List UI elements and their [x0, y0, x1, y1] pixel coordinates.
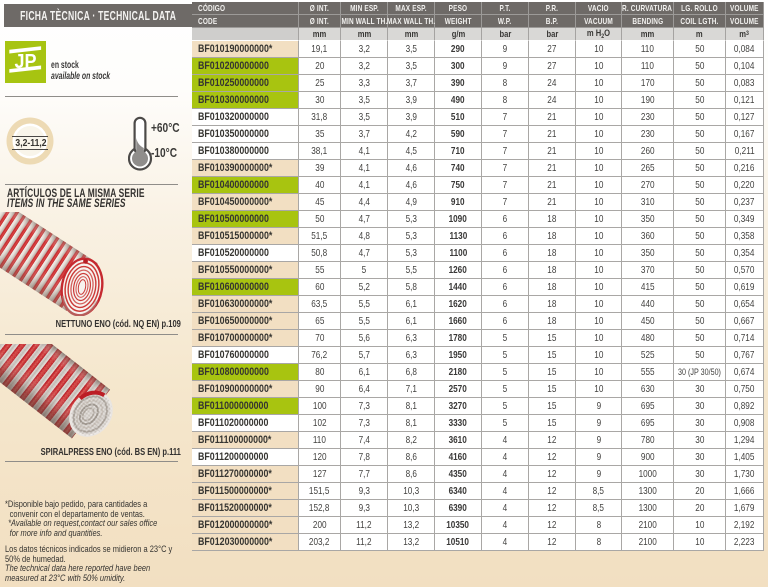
- svg-text:JP: JP: [14, 51, 36, 73]
